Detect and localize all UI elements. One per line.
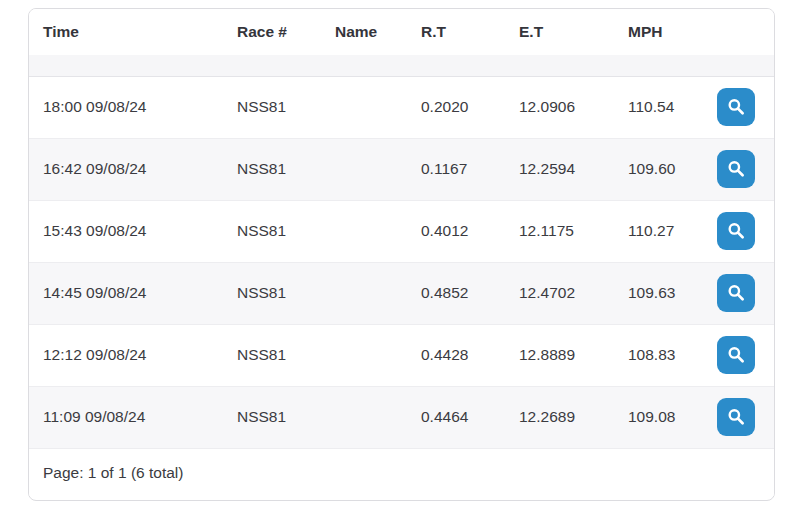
- cell-mph: 110.27: [614, 200, 706, 262]
- table-row: 12:12 09/08/24 NSS81 0.4428 12.8889 108.…: [29, 324, 774, 386]
- column-header-mph: MPH: [614, 9, 706, 55]
- search-icon: [725, 344, 747, 366]
- pagination-footer: Page: 1 of 1 (6 total): [29, 448, 774, 496]
- table-header: Time Race # Name R.T E.T MPH: [29, 9, 774, 76]
- view-run-button[interactable]: [717, 398, 755, 436]
- cell-mph: 110.54: [614, 76, 706, 138]
- column-header-name: Name: [321, 9, 407, 55]
- cell-time: 16:42 09/08/24: [29, 138, 223, 200]
- cell-rt: 0.1167: [407, 138, 505, 200]
- cell-rt: 0.2020: [407, 76, 505, 138]
- cell-mph: 109.60: [614, 138, 706, 200]
- cell-et: 12.8889: [505, 324, 614, 386]
- cell-race: NSS81: [223, 76, 321, 138]
- table-row: 18:00 09/08/24 NSS81 0.2020 12.0906 110.…: [29, 76, 774, 138]
- cell-race: NSS81: [223, 386, 321, 448]
- cell-rt: 0.4852: [407, 262, 505, 324]
- cell-race: NSS81: [223, 262, 321, 324]
- cell-name: [321, 76, 407, 138]
- cell-name: [321, 138, 407, 200]
- column-header-time: Time: [29, 9, 223, 55]
- table-body: 18:00 09/08/24 NSS81 0.2020 12.0906 110.…: [29, 76, 774, 448]
- cell-time: 14:45 09/08/24: [29, 262, 223, 324]
- cell-et: 12.2594: [505, 138, 614, 200]
- cell-action: [706, 262, 774, 324]
- table-row: 14:45 09/08/24 NSS81 0.4852 12.4702 109.…: [29, 262, 774, 324]
- cell-mph: 108.83: [614, 324, 706, 386]
- cell-action: [706, 386, 774, 448]
- cell-action: [706, 138, 774, 200]
- search-icon: [725, 282, 747, 304]
- cell-mph: 109.63: [614, 262, 706, 324]
- results-card: Time Race # Name R.T E.T MPH 18:00 09/08…: [28, 8, 775, 501]
- cell-name: [321, 200, 407, 262]
- search-icon: [725, 158, 747, 180]
- cell-race: NSS81: [223, 138, 321, 200]
- cell-time: 15:43 09/08/24: [29, 200, 223, 262]
- cell-rt: 0.4464: [407, 386, 505, 448]
- view-run-button[interactable]: [717, 150, 755, 188]
- cell-et: 12.0906: [505, 76, 614, 138]
- header-row: Time Race # Name R.T E.T MPH: [29, 9, 774, 55]
- cell-race: NSS81: [223, 200, 321, 262]
- cell-time: 18:00 09/08/24: [29, 76, 223, 138]
- cell-name: [321, 386, 407, 448]
- cell-action: [706, 76, 774, 138]
- table-row: 15:43 09/08/24 NSS81 0.4012 12.1175 110.…: [29, 200, 774, 262]
- cell-name: [321, 324, 407, 386]
- cell-rt: 0.4012: [407, 200, 505, 262]
- view-run-button[interactable]: [717, 274, 755, 312]
- column-header-action: [706, 9, 774, 55]
- cell-et: 12.1175: [505, 200, 614, 262]
- cell-mph: 109.08: [614, 386, 706, 448]
- pagination-summary: Page: 1 of 1 (6 total): [43, 464, 183, 482]
- view-run-button[interactable]: [717, 336, 755, 374]
- search-icon: [725, 406, 747, 428]
- cell-action: [706, 324, 774, 386]
- results-table: Time Race # Name R.T E.T MPH 18:00 09/08…: [29, 9, 774, 448]
- column-header-et: E.T: [505, 9, 614, 55]
- cell-time: 11:09 09/08/24: [29, 386, 223, 448]
- search-icon: [725, 220, 747, 242]
- table-row: 16:42 09/08/24 NSS81 0.1167 12.2594 109.…: [29, 138, 774, 200]
- cell-name: [321, 262, 407, 324]
- view-run-button[interactable]: [717, 88, 755, 126]
- column-header-race: Race #: [223, 9, 321, 55]
- view-run-button[interactable]: [717, 212, 755, 250]
- cell-rt: 0.4428: [407, 324, 505, 386]
- cell-time: 12:12 09/08/24: [29, 324, 223, 386]
- cell-et: 12.2689: [505, 386, 614, 448]
- subheader-strip: [29, 55, 774, 76]
- search-icon: [725, 96, 747, 118]
- column-header-rt: R.T: [407, 9, 505, 55]
- table-row: 11:09 09/08/24 NSS81 0.4464 12.2689 109.…: [29, 386, 774, 448]
- cell-race: NSS81: [223, 324, 321, 386]
- cell-et: 12.4702: [505, 262, 614, 324]
- cell-action: [706, 200, 774, 262]
